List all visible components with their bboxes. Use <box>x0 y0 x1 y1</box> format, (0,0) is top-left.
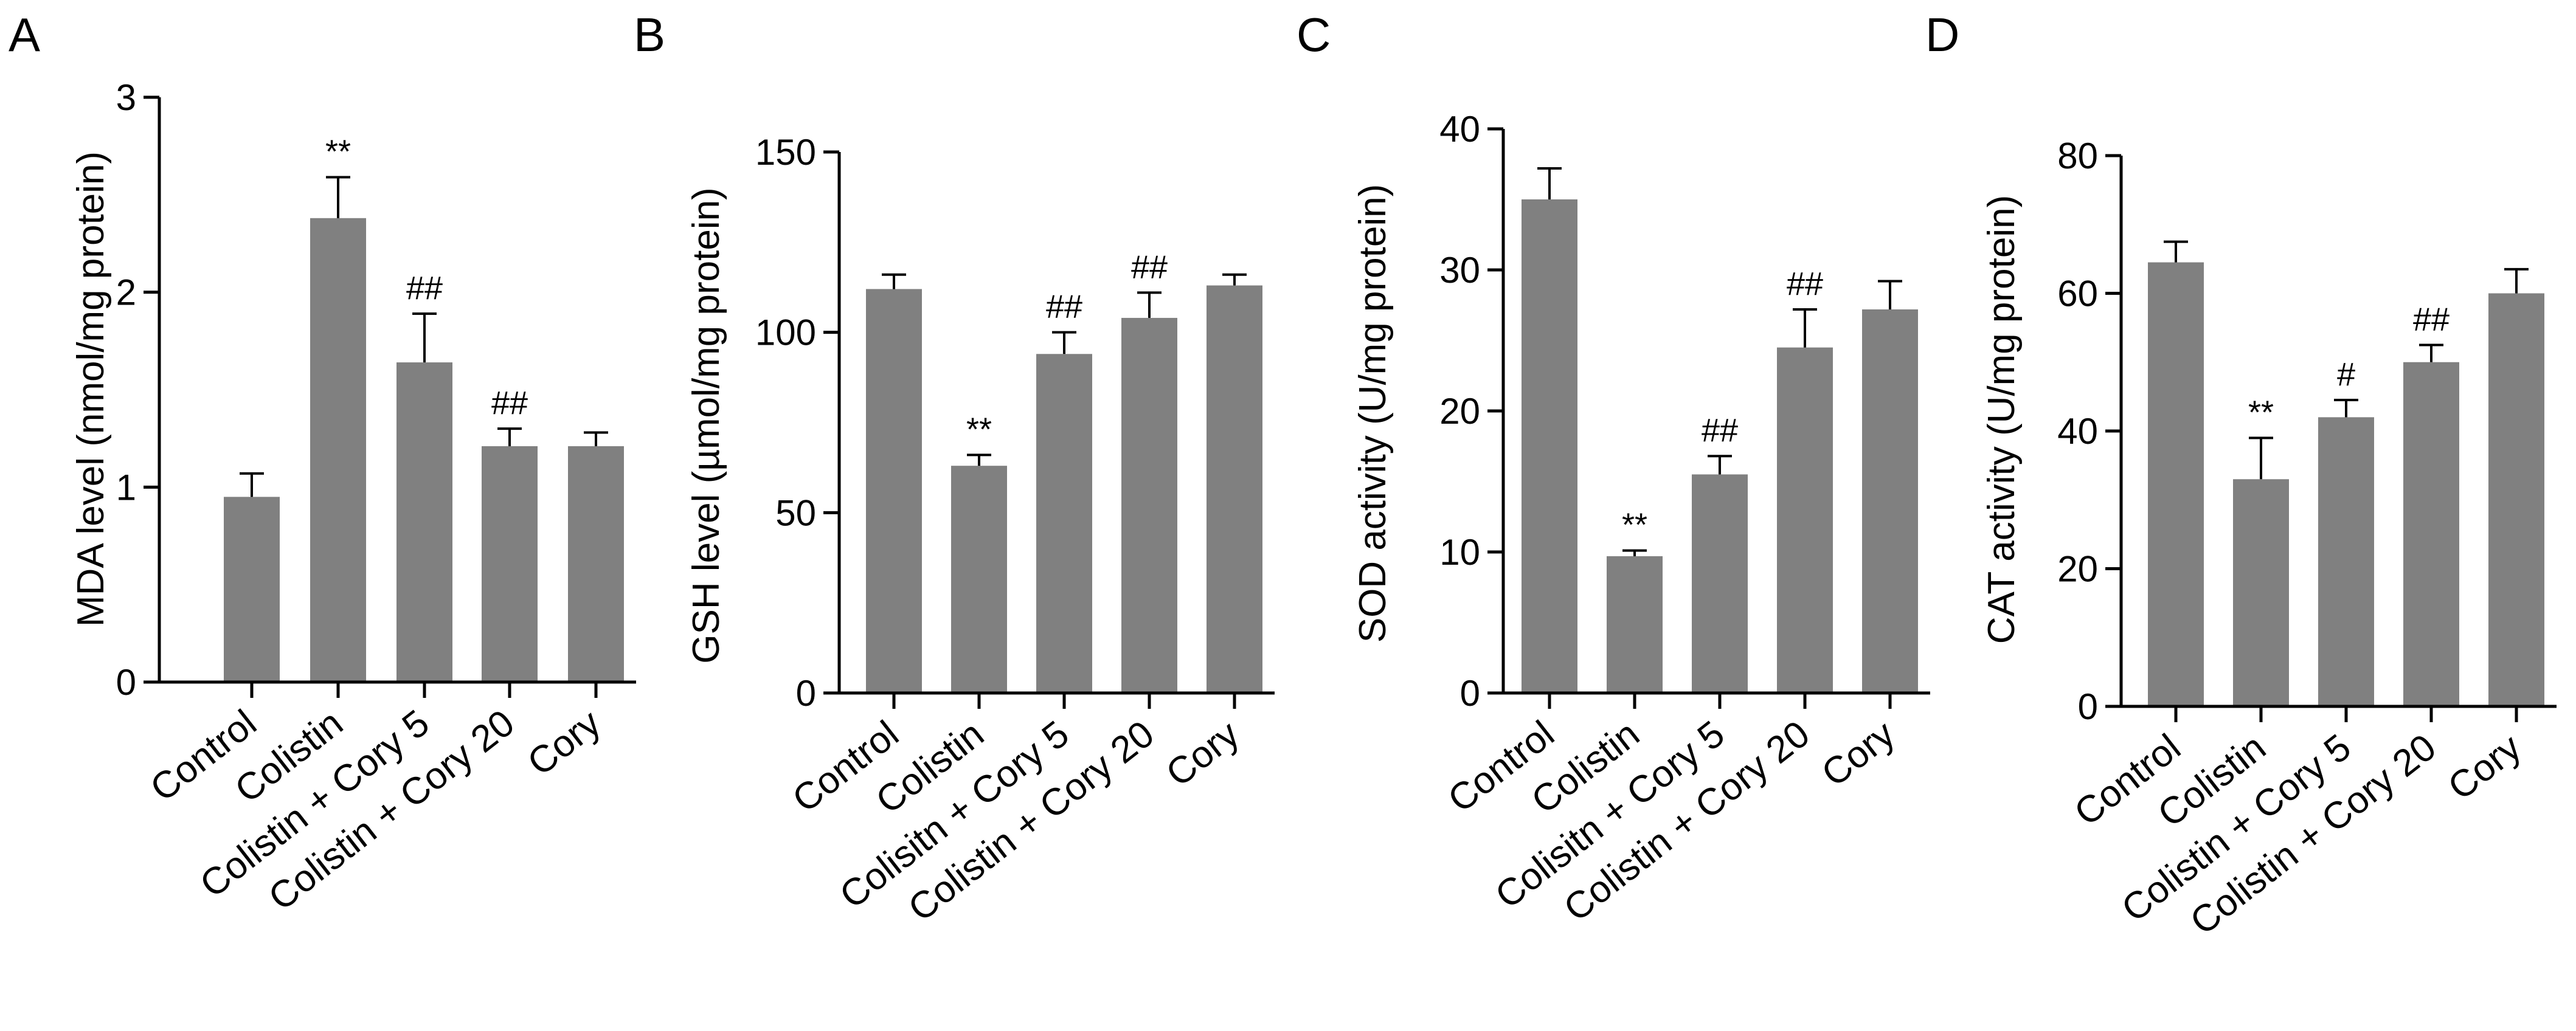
panel-d: D CAT activity (U/mg protein) **###02040… <box>1925 8 2557 943</box>
panel-c-significance-3: ## <box>1702 412 1738 449</box>
panel-a-x-tick-label-5: Cory <box>520 702 609 784</box>
panel-c-y-tick-label-5: 40 <box>1439 109 1480 150</box>
panel-d-error-bar-4 <box>2419 343 2443 362</box>
panel-a-error-bar-5 <box>584 431 608 446</box>
panel-b-bar-3 <box>1036 354 1092 693</box>
panel-c-bar-5 <box>1862 309 1918 694</box>
panel-c-error-bar-3 <box>1708 455 1732 475</box>
panel-a-bar-5 <box>568 446 624 682</box>
panel-c-significance-2: ** <box>1622 507 1647 543</box>
panel-b-error-bar-5 <box>1222 273 1247 286</box>
panel-d-error-bar-5 <box>2504 267 2529 294</box>
panel-b-significance-2: ** <box>966 411 992 447</box>
panel-a-significance-3: ## <box>406 270 443 306</box>
panel-c: C SOD activity (U/mg protein) ** ## ## 0 10 2… <box>1297 8 1930 929</box>
panel-b-bar-1 <box>866 289 922 693</box>
panel-a-y-tick-label-4: 3 <box>116 77 136 118</box>
panel-d-significance-4: ## <box>2413 301 2450 337</box>
panel-a-letter: A <box>9 8 40 61</box>
panel-d-bar-4 <box>2403 362 2459 706</box>
panel-c-error-bar-1 <box>1537 167 1562 199</box>
panel-d-y-axis-label: CAT activity (U/mg protein) <box>1981 195 2023 644</box>
panel-a-bar-1 <box>224 497 280 682</box>
panel-a-error-bar-4 <box>497 427 522 446</box>
panel-d-y-tick-label-1: 0 <box>2078 686 2098 727</box>
panel-d-bar-5 <box>2488 293 2544 706</box>
panel-b-y-tick-label-3: 100 <box>755 312 816 353</box>
panel-c-error-bar-5 <box>1878 280 1902 309</box>
panel-a-y-axis-label: MDA level (nmol/mg protein) <box>70 151 112 627</box>
panel-b-significance-3: ## <box>1046 289 1082 325</box>
panel-c-y-tick-label-2: 10 <box>1439 532 1480 573</box>
panel-b-y-axis-label: GSH level (µmol/mg protein) <box>685 187 727 663</box>
panel-c-y-tick-label-1: 0 <box>1460 673 1480 714</box>
panel-c-y-tick-label-4: 30 <box>1439 250 1480 291</box>
panel-a-significance-2: ** <box>325 133 351 170</box>
panel-a-y-tick-label-3: 2 <box>116 272 136 313</box>
panel-d-significance-3: # <box>2337 356 2355 393</box>
panel-d-y-tick-label-5: 80 <box>2057 136 2098 176</box>
panel-b-error-bar-2 <box>967 453 991 466</box>
panel-c-significance-4: ## <box>1787 266 1823 302</box>
panel-b-bar-4 <box>1121 317 1177 693</box>
panel-c-bar-1 <box>1522 199 1577 693</box>
panel-d-x-tick-label-5: Cory <box>2440 726 2529 809</box>
panel-b-letter: B <box>634 8 665 61</box>
panel-b: B GSH level (µmol/mg protein) ** ## ## 0 50 1… <box>634 8 1275 929</box>
panel-c-letter: C <box>1297 8 1331 61</box>
panel-a: A MDA level (nmol/mg protein) ** ## ## 0 1 2 3… <box>9 8 636 919</box>
panel-c-bar-4 <box>1777 347 1833 693</box>
panel-d-bar-3 <box>2318 417 2374 706</box>
panel-b-x-tick-label-5: Cory <box>1158 713 1247 795</box>
panel-d-error-bar-3 <box>2334 399 2358 418</box>
panel-a-bar-3 <box>396 362 452 682</box>
panel-a-bar-4 <box>482 446 538 682</box>
panel-a-error-bar-1 <box>240 472 264 497</box>
panel-d-significance-2: ** <box>2248 394 2274 430</box>
panel-c-bar-3 <box>1692 474 1748 693</box>
panel-c-error-bar-4 <box>1793 308 1817 348</box>
panel-d-letter: D <box>1925 8 1959 61</box>
panel-b-error-bar-4 <box>1137 291 1162 318</box>
panel-c-y-axis-label: SOD activity (U/mg protein) <box>1352 184 1394 643</box>
panel-a-y-tick-label-1: 0 <box>116 662 136 703</box>
panel-c-error-bar-2 <box>1622 549 1647 556</box>
panel-b-error-bar-3 <box>1052 331 1076 354</box>
panel-a-error-bar-2 <box>326 176 350 218</box>
panel-c-bar-2 <box>1607 556 1663 693</box>
panel-a-error-bar-3 <box>412 312 437 363</box>
panel-c-y-tick-label-3: 20 <box>1439 391 1480 432</box>
panel-b-y-tick-label-4: 150 <box>755 132 816 173</box>
panel-b-significance-4: ## <box>1131 249 1168 285</box>
panel-d-y-tick-label-3: 40 <box>2057 411 2098 452</box>
panel-b-bar-5 <box>1207 285 1262 693</box>
panel-a-bar-2 <box>310 218 366 682</box>
panel-b-y-tick-label-2: 50 <box>775 492 816 533</box>
panel-d-error-bar-1 <box>2164 240 2188 263</box>
panel-b-y-tick-label-1: 0 <box>796 673 816 714</box>
panel-b-error-bar-1 <box>882 273 906 289</box>
panel-a-significance-4: ## <box>491 385 528 421</box>
panel-a-y-tick-label-2: 1 <box>116 467 136 508</box>
panel-d-y-tick-label-4: 60 <box>2057 274 2098 314</box>
panel-d-error-bar-2 <box>2249 436 2273 480</box>
panel-c-x-tick-label-5: Cory <box>1814 713 1903 795</box>
panel-b-bar-2 <box>951 466 1007 693</box>
panel-d-bar-2 <box>2233 479 2289 706</box>
panel-d-y-tick-label-2: 20 <box>2057 549 2098 590</box>
panel-d-bar-1 <box>2148 262 2204 707</box>
